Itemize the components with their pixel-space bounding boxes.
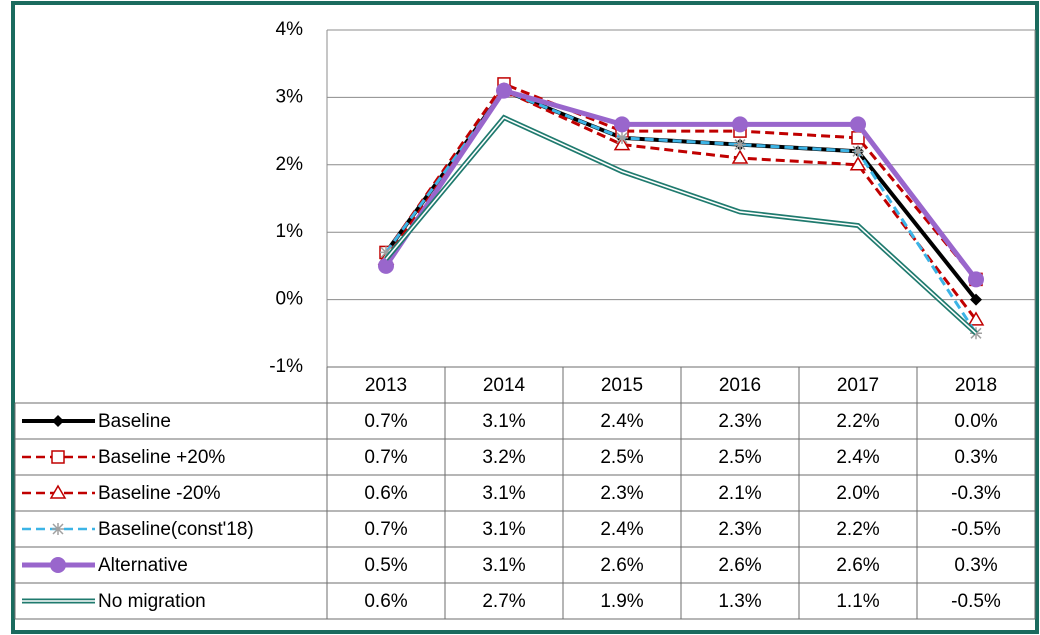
- marker: [849, 156, 867, 171]
- y-tick-label: 3%: [276, 86, 304, 107]
- legend-marker: [52, 415, 64, 427]
- category-label: 2014: [483, 375, 526, 396]
- frame: [11, 1, 1039, 634]
- marker: [380, 246, 392, 259]
- y-tick-label: 0%: [276, 289, 304, 310]
- table-cell: 2.6%: [600, 555, 643, 576]
- table-cell: -0.3%: [951, 483, 1001, 504]
- y-tick-label: 2%: [276, 154, 304, 175]
- table-cell: 2.6%: [836, 555, 879, 576]
- marker: [967, 311, 985, 326]
- legend-marker: [52, 523, 64, 535]
- table-cell: -0.5%: [951, 519, 1001, 540]
- table-cell: 3.1%: [482, 519, 525, 540]
- table-cell: 2.4%: [836, 447, 879, 468]
- table-cell: 3.1%: [482, 411, 525, 432]
- marker: [496, 82, 512, 99]
- table-cell: 0.7%: [364, 519, 407, 540]
- table-cell: 2.3%: [600, 483, 643, 504]
- table-cell: 3.1%: [482, 555, 525, 576]
- marker: [968, 271, 984, 288]
- legend-marker: [49, 484, 67, 499]
- table-cell: 2.0%: [836, 483, 879, 504]
- table-cell: 2.6%: [718, 555, 761, 576]
- table-cell: 2.7%: [482, 591, 525, 612]
- table-cell: 0.6%: [364, 591, 407, 612]
- table-cell: 2.3%: [718, 519, 761, 540]
- marker: [616, 131, 628, 144]
- table-cell: 0.5%: [364, 555, 407, 576]
- y-tick-label: 1%: [276, 221, 304, 242]
- table-cell: 2.1%: [718, 483, 761, 504]
- marker: [731, 149, 749, 164]
- table-cell: 1.3%: [718, 591, 761, 612]
- legend-marker: [50, 557, 66, 573]
- table-cell: 0.7%: [364, 447, 407, 468]
- table-cell: 3.2%: [482, 447, 525, 468]
- legend-label: Baseline -20%: [98, 483, 221, 504]
- table-cell: 2.2%: [836, 411, 879, 432]
- legend-label: No migration: [98, 591, 206, 612]
- table-cell: 0.3%: [954, 447, 997, 468]
- marker: [850, 116, 866, 133]
- table-cell: 0.7%: [364, 411, 407, 432]
- marker: [734, 138, 746, 151]
- legend-label: Baseline: [98, 411, 171, 432]
- series-line: [384, 88, 978, 335]
- marker: [732, 116, 748, 133]
- category-label: 2016: [719, 375, 761, 396]
- table-cell: 0.0%: [954, 411, 997, 432]
- y-tick-label: 4%: [276, 19, 304, 40]
- category-label: 2018: [955, 375, 997, 396]
- table-cell: 1.1%: [836, 591, 879, 612]
- series-line-inner: [385, 116, 977, 334]
- series-line: [384, 82, 978, 281]
- legend-marker: [51, 450, 65, 464]
- category-label: 2017: [837, 375, 879, 396]
- category-label: 2015: [601, 375, 643, 396]
- legend-label: Baseline(const'18): [98, 519, 254, 540]
- marker: [614, 116, 630, 133]
- legend-label: Alternative: [98, 555, 188, 576]
- category-label: 2013: [365, 375, 407, 396]
- y-tick-label: -1%: [269, 356, 303, 377]
- table-cell: -0.5%: [951, 591, 1001, 612]
- table-cell: 3.1%: [482, 483, 525, 504]
- table-cell: 2.4%: [600, 411, 643, 432]
- series-line: [383, 87, 978, 281]
- table-cell: 2.2%: [836, 519, 879, 540]
- table-cell: 2.5%: [600, 447, 643, 468]
- marker: [378, 257, 394, 274]
- table-cell: 0.3%: [954, 555, 997, 576]
- marker: [970, 293, 982, 306]
- legend-label: Baseline +20%: [98, 447, 225, 468]
- table-cell: 0.6%: [364, 483, 407, 504]
- table-cell: 2.4%: [600, 519, 643, 540]
- table-cell: 2.3%: [718, 411, 761, 432]
- marker: [852, 145, 864, 158]
- table-cell: 1.9%: [600, 591, 643, 612]
- table-cell: 2.5%: [718, 447, 761, 468]
